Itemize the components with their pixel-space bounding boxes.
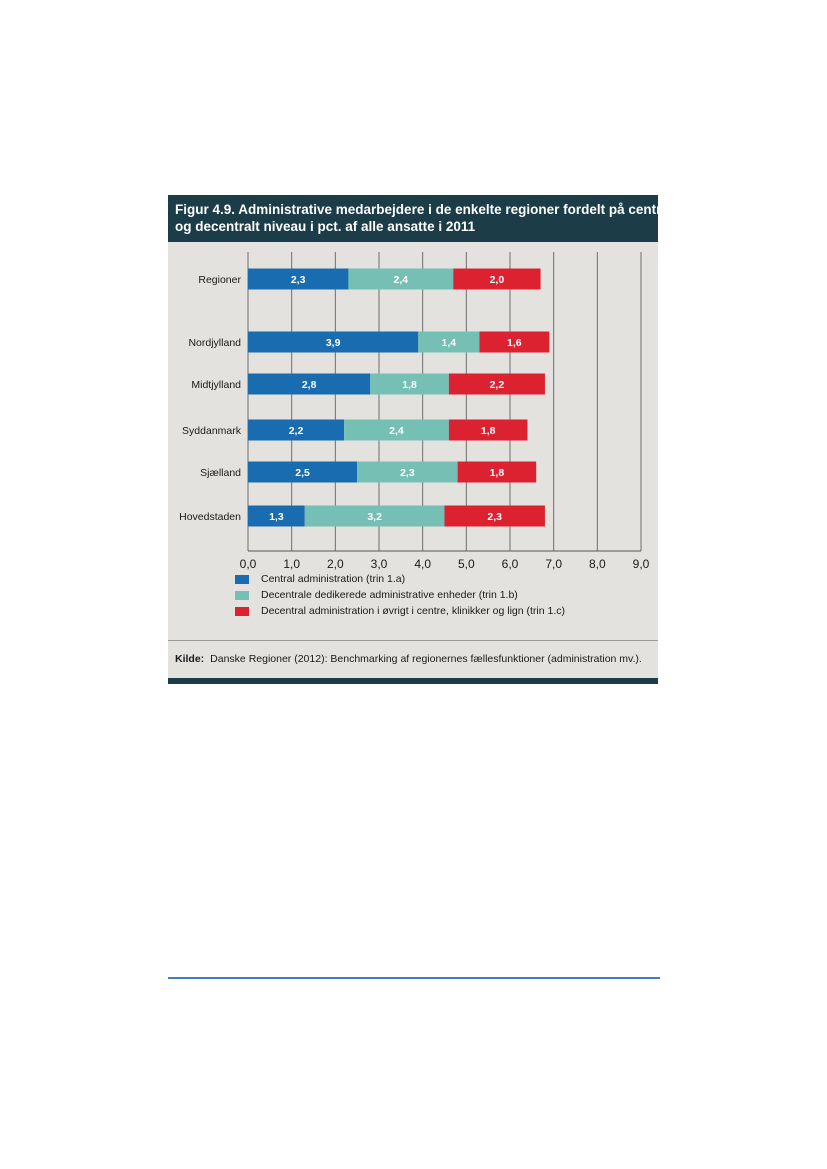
x-tick-label: 1,0 — [283, 557, 300, 571]
source-text: Danske Regioner (2012): Benchmarking af … — [210, 653, 642, 665]
x-tick-label: 9,0 — [633, 557, 650, 571]
bar-segment — [248, 268, 349, 290]
data-label: 2,3 — [291, 274, 306, 286]
data-label: 2,4 — [389, 425, 404, 437]
bar-segment — [248, 419, 345, 441]
bar-segment — [248, 461, 358, 483]
data-label: 2,3 — [487, 511, 502, 523]
bar-segment — [304, 505, 445, 527]
data-label: 1,4 — [442, 337, 457, 349]
legend-label-decentral-dedicated: Decentrale dedikerede administrative enh… — [261, 589, 518, 601]
x-tick-label: 6,0 — [502, 557, 519, 571]
chart-legend: Central administration (trin 1.a) Decent… — [235, 571, 565, 619]
data-label: 2,8 — [302, 379, 317, 391]
data-label: 1,8 — [490, 467, 505, 479]
bar-segment — [418, 331, 480, 353]
legend-label-central: Central administration (trin 1.a) — [261, 573, 406, 585]
data-label: 2,2 — [289, 425, 304, 437]
data-label: 2,3 — [400, 467, 415, 479]
x-tick-label: 0,0 — [240, 557, 257, 571]
bar-segment — [348, 268, 454, 290]
x-tick-label: 7,0 — [545, 557, 562, 571]
legend-item-central: Central administration (trin 1.a) — [235, 571, 565, 587]
bar-segment — [248, 373, 371, 395]
bar-segment — [448, 419, 528, 441]
x-tick-label: 8,0 — [589, 557, 606, 571]
bar-segment — [248, 505, 305, 527]
data-label: 1,3 — [269, 511, 284, 523]
data-label: 2,4 — [394, 274, 409, 286]
figure-panel: Figur 4.9. Administrative medarbejdere i… — [168, 195, 678, 684]
bar-segment — [444, 505, 545, 527]
bar-segment — [344, 419, 449, 441]
legend-item-decentral-other: Decentral administration i øvrigt i cent… — [235, 603, 565, 619]
bar-segment — [357, 461, 458, 483]
bar-segment — [479, 331, 550, 353]
legend-swatch-decentral-other — [235, 606, 249, 616]
category-label: Regioner — [198, 274, 241, 286]
source-label: Kilde: — [175, 653, 205, 665]
legend-item-decentral-dedicated: Decentrale dedikerede administrative enh… — [235, 587, 565, 603]
data-label: 1,8 — [402, 379, 417, 391]
figure-source: Kilde: Danske Regioner (2012): Benchmarki… — [168, 640, 658, 678]
x-tick-label: 4,0 — [414, 557, 431, 571]
figure-title-line-1: Figur 4.9. Administrative medarbejdere i… — [175, 202, 678, 217]
figure-title-line-2: og decentralt niveau i pct. af alle ansa… — [175, 219, 476, 234]
x-tick-label: 2,0 — [327, 557, 344, 571]
legend-swatch-decentral-dedicated — [235, 590, 249, 600]
bar-segment — [453, 268, 541, 290]
category-label: Hovedstaden — [179, 511, 241, 523]
data-label: 1,6 — [507, 337, 522, 349]
category-label: Sjælland — [200, 467, 241, 479]
legend-label-decentral-other: Decentral administration i øvrigt i cent… — [261, 605, 566, 617]
data-label: 2,5 — [295, 467, 310, 479]
data-label: 3,2 — [367, 511, 382, 523]
bar-segment — [370, 373, 449, 395]
bar-segment — [248, 331, 419, 353]
figure-bottom-bar — [168, 678, 658, 684]
stacked-bar-chart: 0,0 1,0 2,0 3,0 4,0 5,0 6,0 7,0 8,0 9,0 Regioner 2,… — [179, 252, 650, 571]
figure-title: Figur 4.9. Administrative medarbejdere i… — [168, 195, 678, 242]
x-tick-label: 3,0 — [371, 557, 388, 571]
bar-segment — [448, 373, 545, 395]
data-label: 3,9 — [326, 337, 341, 349]
category-label: Midtjylland — [191, 379, 241, 391]
data-label: 1,8 — [481, 425, 496, 437]
data-label: 2,2 — [490, 379, 505, 391]
category-label: Nordjylland — [188, 337, 241, 349]
x-tick-label: 5,0 — [458, 557, 475, 571]
page-divider — [168, 977, 660, 979]
data-label: 2,0 — [490, 274, 505, 286]
category-label: Syddanmark — [182, 425, 242, 437]
legend-swatch-central — [235, 574, 249, 584]
bar-segment — [457, 461, 537, 483]
